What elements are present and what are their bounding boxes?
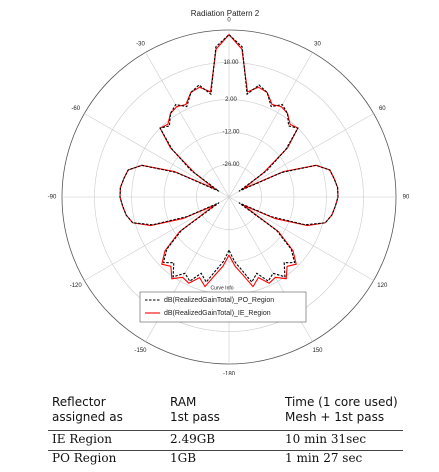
table-header-cell: assigned as — [52, 410, 123, 424]
legend-label: dB(RealizedGainTotal)_IE_Region — [164, 310, 271, 317]
header-rule — [48, 430, 403, 431]
table-cell: IE Region — [52, 432, 112, 446]
table-cell: 10 min 31sec — [285, 432, 367, 446]
row-rule — [48, 450, 403, 451]
table-header-cell: RAM — [170, 395, 197, 409]
theta-tick-label: 150 — [312, 348, 323, 354]
theta-tick-label: 60 — [379, 106, 386, 112]
r-tick-label: 18.00 — [223, 60, 239, 66]
theta-tick-label: 30 — [314, 41, 321, 47]
r-tick-label: 2.00 — [225, 97, 237, 103]
theta-tick-label: 90 — [403, 195, 410, 201]
series-line — [119, 33, 339, 284]
grid-spoke — [145, 52, 230, 198]
grid-spoke — [228, 113, 374, 198]
theta-tick-label: 0 — [227, 18, 231, 24]
table-cell: 1GB — [170, 451, 197, 465]
table-cell: 2.49GB — [170, 432, 216, 446]
theta-tick-label: -150 — [134, 348, 147, 354]
grid-spoke — [228, 196, 374, 281]
grid-spoke — [84, 196, 230, 281]
grid-spoke — [228, 52, 313, 198]
chart: Radiation Pattern 2 18.00 2.00 -12.00 -26.0… — [48, 9, 410, 375]
theta-tick-label: -180 — [223, 372, 236, 375]
r-tick-label: -12.00 — [222, 130, 240, 136]
table-header-cell: Reflector — [52, 395, 106, 409]
theta-tick-label: -60 — [71, 106, 80, 112]
r-tick-label: -26.00 — [222, 162, 240, 168]
table-header-cell: 1st pass — [170, 410, 220, 424]
table-header-cell: Mesh + 1st pass — [285, 410, 385, 424]
table-cell: PO Region — [52, 451, 117, 465]
table-cell: 1 min 27 sec — [285, 451, 363, 465]
chart-title: Radiation Pattern 2 — [191, 9, 260, 18]
grid-spoke — [84, 113, 230, 198]
theta-tick-label: -120 — [70, 283, 83, 289]
legend-box — [139, 291, 307, 323]
legend-title: Curve Info — [210, 285, 233, 291]
theta-tick-label: -90 — [48, 195, 57, 201]
theta-tick-label: 120 — [377, 283, 388, 289]
legend-label: dB(RealizedGainTotal)_PO_Region — [164, 297, 274, 304]
theta-tick-label: -30 — [136, 41, 145, 47]
table-header-cell: Time (1 core used) — [285, 395, 398, 409]
